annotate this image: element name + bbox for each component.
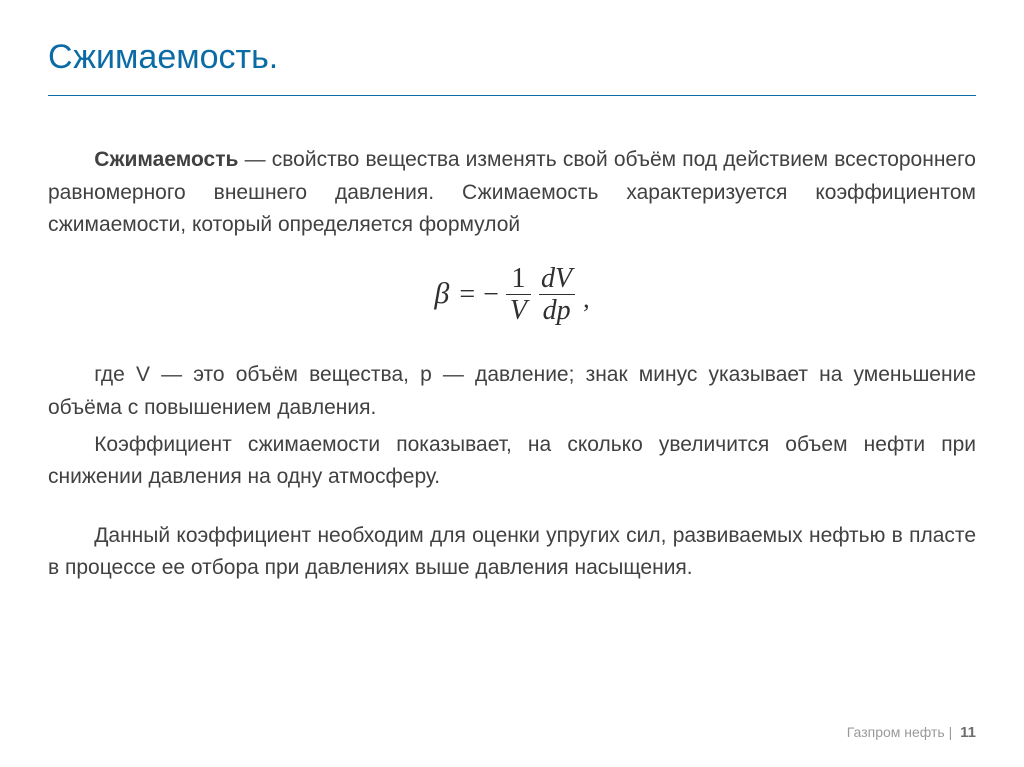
formula-lhs: β [434, 271, 449, 318]
page-number: 11 [960, 724, 976, 741]
formula-eq: = [459, 273, 475, 316]
formula-frac-1: 1 V [506, 264, 531, 326]
body-text: Сжимаемость — свойство вещества изменять… [48, 144, 976, 585]
page-title: Сжимаемость. [48, 38, 976, 77]
frac1-num: 1 [507, 264, 529, 294]
formula-frac-2: dV dp [537, 264, 576, 326]
term-bold: Сжимаемость [94, 148, 238, 171]
paragraph-1: Сжимаемость — свойство вещества изменять… [48, 144, 976, 242]
frac1-den: V [506, 294, 531, 325]
formula: β = − 1 V dV dp , [434, 264, 589, 326]
paragraph-spacer [48, 498, 976, 520]
paragraph-2: где V — это объём вещества, p — давление… [48, 359, 976, 424]
slide-container: Сжимаемость. Сжимаемость — свойство веще… [0, 0, 1024, 767]
formula-block: β = − 1 V dV dp , [48, 264, 976, 326]
paragraph-3: Коэффициент сжимаемости показывает, на с… [48, 429, 976, 494]
formula-trail: , [583, 279, 590, 319]
formula-minus: − [483, 273, 499, 316]
frac2-num: dV [537, 264, 576, 294]
paragraph-4: Данный коэффициент необходим для оценки … [48, 520, 976, 585]
footer: Газпром нефть | 11 [847, 724, 976, 741]
frac2-den: dp [539, 294, 575, 325]
title-underline [48, 95, 976, 96]
footer-text: Газпром нефть | [847, 724, 952, 740]
